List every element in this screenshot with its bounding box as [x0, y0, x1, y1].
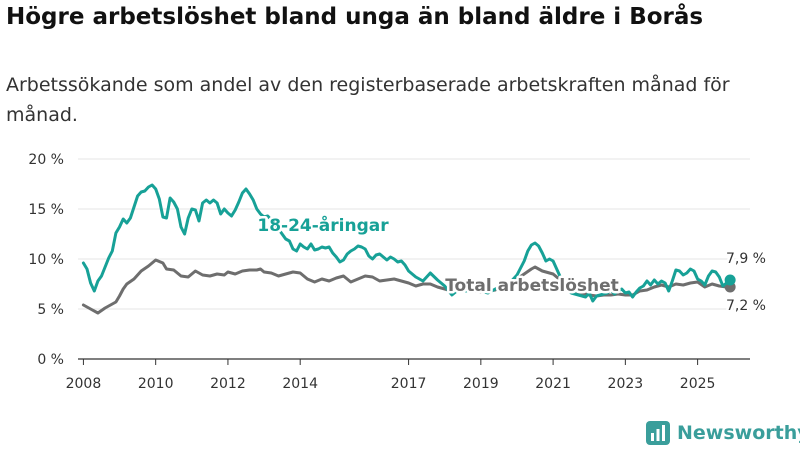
- series-label-total: Total arbetslöshet: [445, 276, 619, 296]
- x-tick-label: 2025: [680, 376, 716, 392]
- x-tick-label: 2019: [463, 376, 499, 392]
- x-tick-label: 2008: [66, 376, 102, 392]
- chart-title: Högre arbetslöshet bland unga än bland ä…: [6, 4, 704, 30]
- chart-subtitle: Arbetssökande som andel av den registerb…: [6, 74, 730, 126]
- y-tick-label: 10 %: [28, 252, 64, 268]
- x-tick-label: 2010: [138, 376, 174, 392]
- series-labels: 18-24-åringar Total arbetslöshet 7,9 % 7,2 …: [255, 212, 769, 317]
- y-tick-label: 5 %: [37, 302, 64, 318]
- series-end-point: [724, 274, 736, 286]
- y-tick-label: 0 %: [37, 352, 64, 368]
- end-value-label-total: 7,2 %: [726, 298, 766, 314]
- gridlines: [78, 158, 750, 310]
- end-value-label-youth: 7,9 %: [726, 251, 766, 267]
- series-line-youth: [81, 183, 732, 303]
- y-tick-label: 20 %: [28, 152, 64, 168]
- y-tick-label: 15 %: [28, 202, 64, 218]
- series-line-total: [81, 258, 732, 315]
- series-lines: [81, 183, 736, 315]
- newsworthy-logo: Newsworthy: [645, 418, 800, 448]
- newsworthy-logo-icon: [646, 421, 670, 445]
- series-label-youth: 18-24-åringar: [257, 214, 389, 236]
- x-axis-ticks: 2008 2010 2012 2014 2017 2019 2021 2023 2025: [66, 359, 716, 392]
- x-tick-label: 2017: [391, 376, 427, 392]
- x-tick-label: 2012: [210, 376, 246, 392]
- x-tick-label: 2021: [535, 376, 571, 392]
- x-tick-label: 2023: [608, 376, 644, 392]
- brand-name: Newsworthy: [677, 422, 800, 444]
- x-tick-label: 2014: [282, 376, 318, 392]
- y-axis-tick-labels: 0 % 5 % 10 % 15 % 20 %: [28, 152, 64, 368]
